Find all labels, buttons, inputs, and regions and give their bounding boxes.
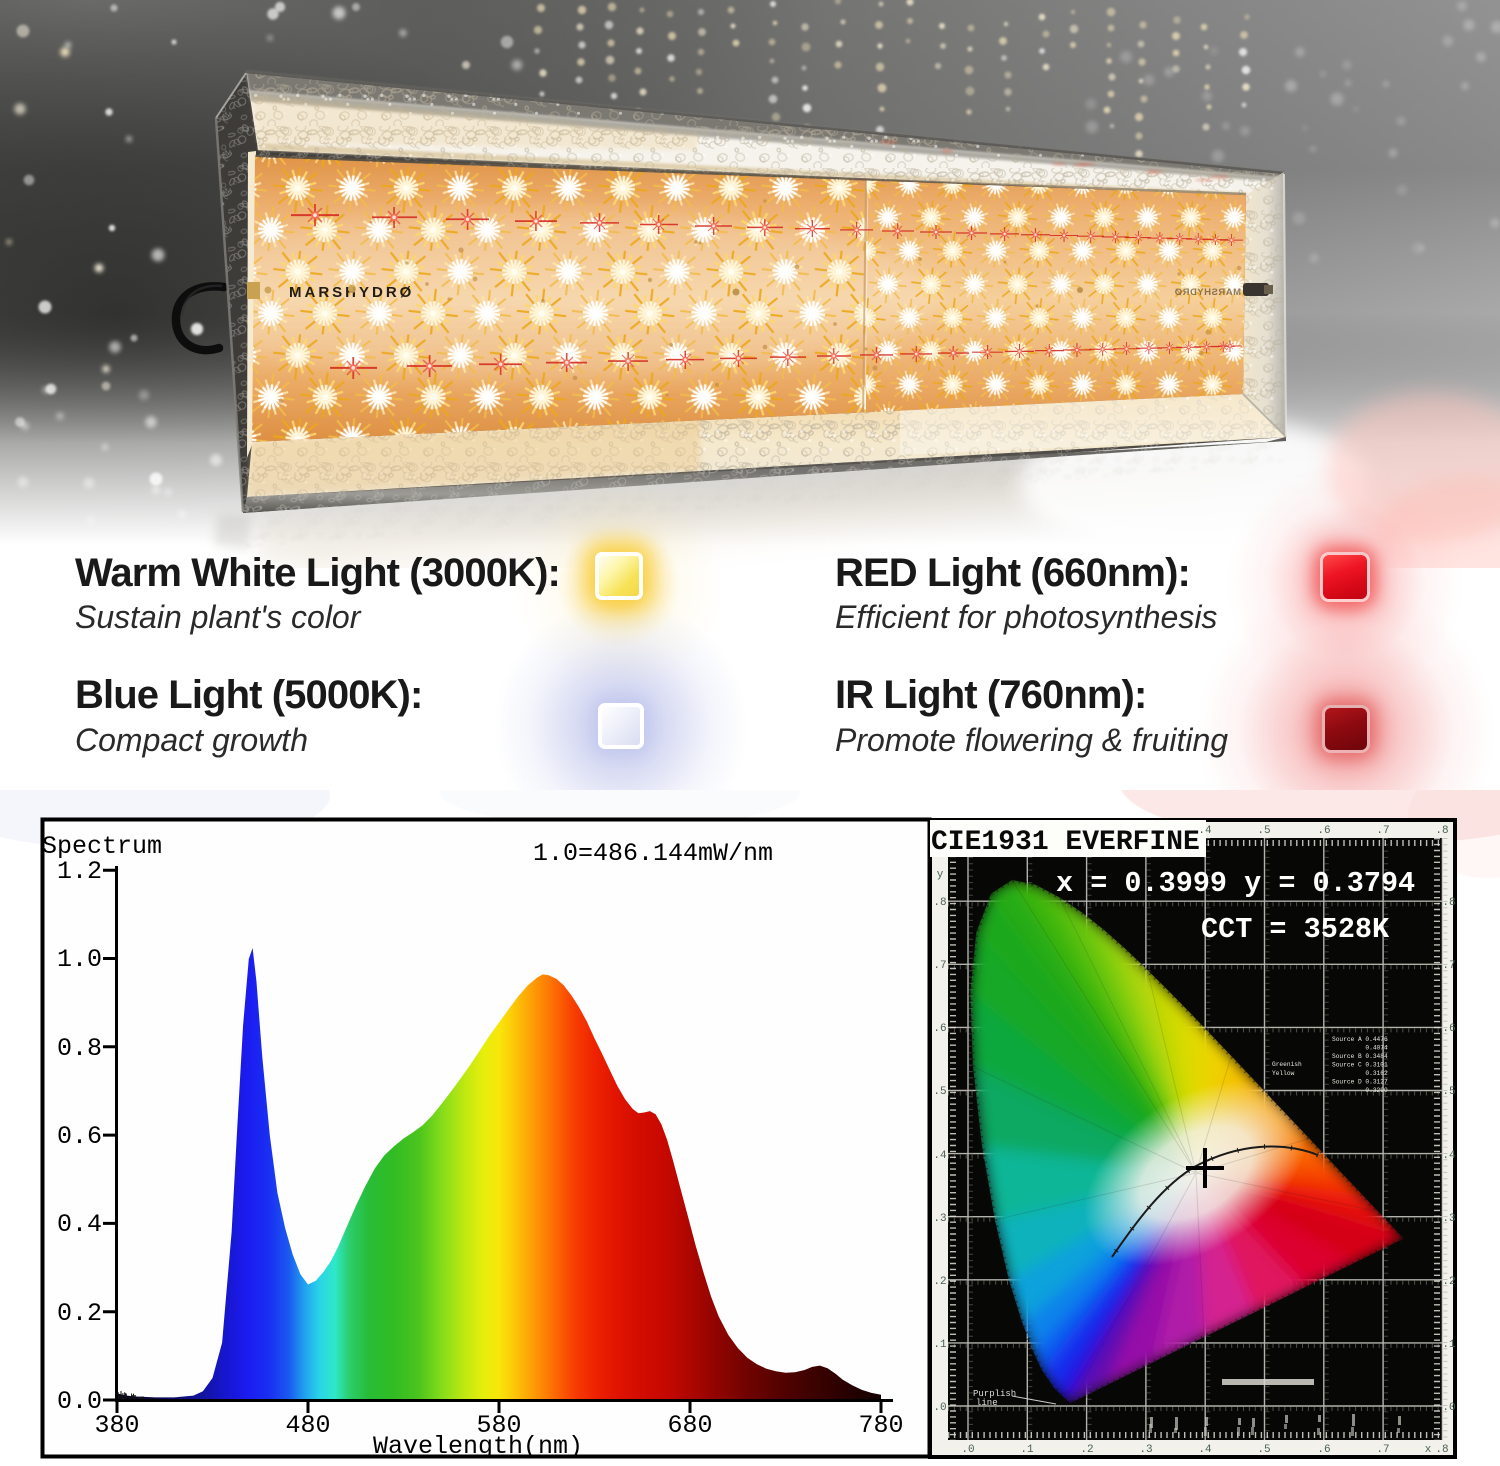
svg-text:Purplish: Purplish — [973, 1389, 1016, 1399]
svg-text:.2: .2 — [1442, 1276, 1455, 1288]
svg-text:0.4074: 0.4074 — [1332, 1045, 1388, 1052]
svg-text:780: 780 — [858, 1411, 903, 1440]
svg-text:680: 680 — [667, 1411, 712, 1440]
svg-text:.1: .1 — [1442, 1339, 1456, 1351]
svg-text:.5: .5 — [933, 1086, 946, 1098]
svg-text:0.2: 0.2 — [57, 1299, 102, 1328]
svg-text:.5: .5 — [1442, 1086, 1455, 1098]
svg-text:Source D 0.3127: Source D 0.3127 — [1332, 1079, 1388, 1086]
svg-text:.7: .7 — [933, 960, 946, 972]
svg-text:.7: .7 — [1442, 960, 1455, 972]
svg-text:.3: .3 — [1139, 1444, 1152, 1456]
svg-text:.8: .8 — [1442, 897, 1455, 909]
svg-text:x: x — [1425, 1444, 1432, 1456]
svg-text:.7: .7 — [1376, 825, 1389, 837]
svg-text:.2: .2 — [933, 1276, 946, 1288]
svg-text:Yellow: Yellow — [1272, 1070, 1295, 1077]
svg-text:.8: .8 — [1435, 1444, 1448, 1456]
svg-text:.1: .1 — [933, 1339, 947, 1351]
svg-text:line: line — [976, 1398, 998, 1408]
svg-text:.8: .8 — [933, 897, 946, 909]
svg-text:.7: .7 — [1376, 1444, 1389, 1456]
svg-text:.6: .6 — [1442, 1023, 1455, 1035]
svg-text:0.3162: 0.3162 — [1332, 1070, 1388, 1077]
svg-text:Source B 0.3484: Source B 0.3484 — [1332, 1053, 1388, 1060]
svg-text:.5: .5 — [1257, 1444, 1270, 1456]
svg-text:CCT = 3528K: CCT = 3528K — [1201, 913, 1390, 946]
svg-text:x = 0.3999 y = 0.3794: x = 0.3999 y = 0.3794 — [1056, 867, 1415, 900]
svg-text:.3: .3 — [933, 1213, 946, 1225]
svg-text:0.0: 0.0 — [57, 1387, 102, 1416]
svg-text:.5: .5 — [1257, 825, 1270, 837]
svg-text:.6: .6 — [933, 1023, 946, 1035]
svg-text:.4: .4 — [1198, 825, 1212, 837]
svg-text:Source A 0.4476: Source A 0.4476 — [1332, 1036, 1388, 1043]
svg-text:.0: .0 — [961, 1444, 974, 1456]
svg-text:.2: .2 — [1080, 1444, 1093, 1456]
svg-text:.3: .3 — [1442, 1213, 1455, 1225]
svg-text:0.6: 0.6 — [57, 1122, 102, 1151]
svg-text:.0: .0 — [933, 1402, 946, 1414]
svg-text:0.8: 0.8 — [57, 1034, 102, 1063]
svg-text:.8: .8 — [1435, 825, 1448, 837]
svg-text:Wavelength(nm): Wavelength(nm) — [373, 1432, 583, 1461]
svg-text:.4: .4 — [1198, 1444, 1212, 1456]
svg-text:380: 380 — [94, 1411, 139, 1440]
svg-text:Spectrum: Spectrum — [42, 832, 162, 861]
svg-text:1.0=486.144mW/nm: 1.0=486.144mW/nm — [533, 839, 773, 868]
svg-text:1.0: 1.0 — [57, 945, 102, 974]
svg-text:580: 580 — [476, 1411, 521, 1440]
svg-text:MARSHYDRØ: MARSHYDRØ — [1174, 287, 1241, 298]
svg-text:480: 480 — [285, 1411, 330, 1440]
svg-text:.4: .4 — [1442, 1150, 1456, 1162]
svg-text:.1: .1 — [1020, 1444, 1034, 1456]
svg-text:Greenish: Greenish — [1272, 1061, 1302, 1068]
svg-text:.4: .4 — [933, 1150, 947, 1162]
svg-text:.0: .0 — [1442, 1402, 1455, 1414]
svg-text:Source C 0.3101: Source C 0.3101 — [1332, 1062, 1388, 1069]
svg-text:CIE1931 EVERFINE: CIE1931 EVERFINE — [931, 827, 1200, 858]
svg-text:.6: .6 — [1317, 825, 1330, 837]
svg-text:1.2: 1.2 — [57, 857, 102, 886]
svg-text:0.3290: 0.3290 — [1332, 1087, 1388, 1094]
svg-text:y: y — [937, 869, 944, 881]
svg-text:0.4: 0.4 — [57, 1210, 102, 1239]
svg-text:.6: .6 — [1317, 1444, 1330, 1456]
